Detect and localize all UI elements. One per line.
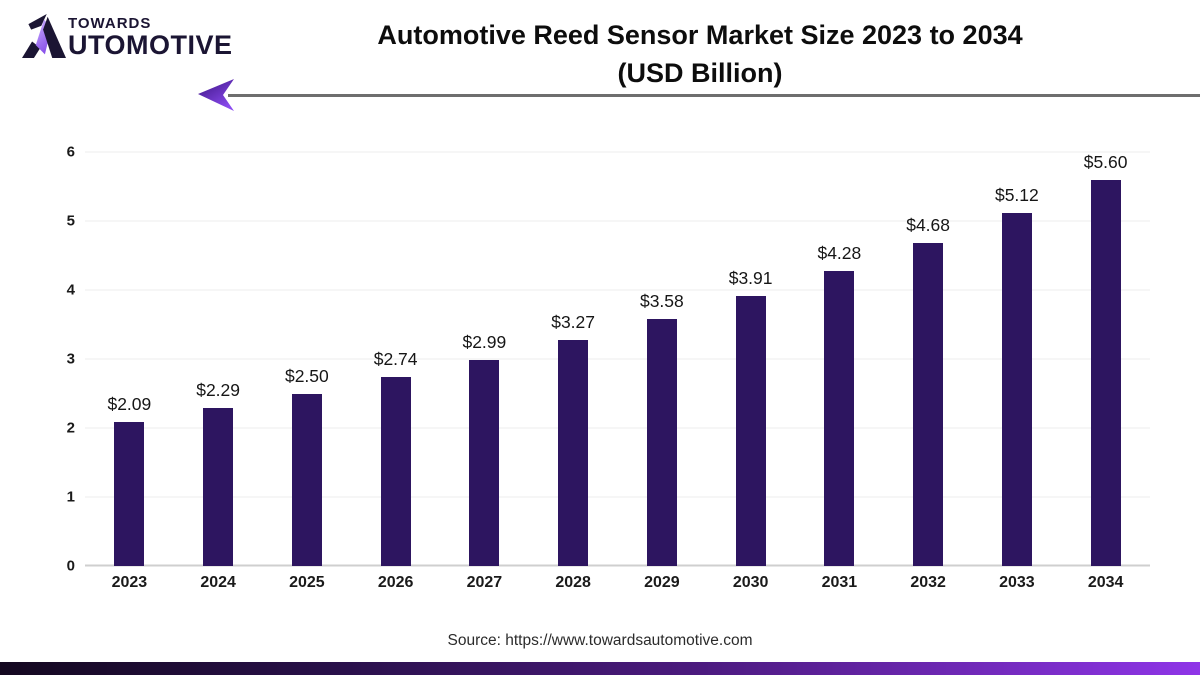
x-axis-tick-2026: 2026: [377, 574, 414, 591]
header-divider-line: [228, 94, 1200, 97]
bar-column-2029: $3.58: [618, 152, 707, 566]
bar-value-label-2028: $3.27: [551, 312, 596, 333]
bar-column-2027: $2.99: [440, 152, 529, 566]
logo-text: TOWARDS UTOMOTIVE: [68, 15, 233, 60]
left-arrow-icon: [198, 79, 234, 111]
y-axis-tick-2: 2: [66, 419, 75, 437]
y-axis-tick-6: 6: [66, 143, 75, 161]
y-axis-tick-5: 5: [66, 212, 75, 230]
bar-2033: [1001, 212, 1032, 566]
logo-text-towards: TOWARDS: [68, 15, 152, 32]
bar-column-2030: $3.91: [706, 152, 795, 566]
towards-automotive-logo: TOWARDS UTOMOTIVE: [22, 12, 233, 60]
bar-2034: [1090, 180, 1121, 566]
gridline-5: [85, 220, 1150, 222]
bar-2030: [735, 296, 766, 566]
x-axis-tick-2025: 2025: [289, 574, 325, 591]
gridline-1: [85, 496, 1150, 498]
source-caption: Source: https://www.towardsautomotive.co…: [447, 632, 753, 649]
bar-2028: [558, 340, 589, 566]
footer-gradient-bar: [0, 662, 1200, 675]
x-axis-tick-2032: 2032: [910, 574, 946, 591]
bar-value-label-2023: $2.09: [107, 393, 152, 414]
y-axis-tick-1: 1: [66, 488, 75, 506]
bar-value-label-2027: $2.99: [462, 331, 507, 352]
x-axis-tick-2031: 2031: [821, 574, 858, 591]
bar-column-2032: $4.68: [884, 152, 973, 566]
bar-value-label-2026: $2.74: [373, 348, 418, 369]
bar-2026: [380, 376, 411, 566]
bar-column-2024: $2.29: [174, 152, 263, 566]
x-axis-tick-2024: 2024: [200, 574, 236, 591]
stylized-a-logo-icon: [22, 14, 66, 58]
x-axis-tick-2033: 2033: [999, 574, 1035, 591]
y-axis-tick-3: 3: [66, 350, 75, 368]
chart-title-line1: Automotive Reed Sensor Market Size 2023 …: [377, 20, 1023, 50]
x-axis-tick-2030: 2030: [732, 574, 769, 591]
bar-2025: [291, 393, 322, 566]
gridline-6: [85, 151, 1150, 153]
chart-title: Automotive Reed Sensor Market Size 2023 …: [240, 16, 1160, 92]
plot-area: $2.09 $2.29 $2.50 $2.74 $2.99 $3.27 $3.58 $3.91…: [67, 144, 1150, 575]
bar-value-label-2024: $2.29: [196, 380, 241, 400]
bar-2032: [913, 243, 944, 566]
bar-column-2026: $2.74: [351, 152, 440, 566]
x-axis-tick-2029: 2029: [644, 574, 680, 591]
gridline-0: [85, 564, 1150, 567]
chart-title-line2: (USD Billion): [617, 58, 783, 88]
gridline-2: [85, 427, 1150, 429]
gridline-4: [85, 289, 1150, 291]
bar-value-label-2031: $4.28: [817, 242, 862, 263]
bar-column-2025: $2.50: [263, 152, 352, 566]
bar-value-label-2032: $4.68: [906, 215, 951, 236]
x-axis-tick-2034: 2034: [1087, 574, 1124, 591]
logo-text-automotive: UTOMOTIVE: [68, 30, 233, 60]
bar-2024: [203, 408, 234, 566]
bar-column-2033: $5.12: [973, 152, 1062, 566]
bar-2023: [114, 421, 145, 566]
bar-value-label-2034: $5.60: [1083, 152, 1128, 172]
bar-column-2031: $4.28: [795, 152, 884, 566]
y-axis-tick-0: 0: [66, 557, 75, 575]
x-axis-labels: 2023 2024 2025 2026 2027 2028 2029 2030 2031 2032…: [85, 574, 1150, 592]
x-axis-tick-2027: 2027: [466, 574, 503, 591]
bar-2031: [824, 270, 855, 566]
gridline-3: [85, 358, 1150, 360]
bar-2029: [646, 318, 677, 566]
bar-column-2023: $2.09: [85, 152, 174, 566]
bar-column-2034: $5.60: [1061, 152, 1150, 566]
bar-value-label-2025: $2.50: [284, 365, 329, 386]
bar-value-label-2029: $3.58: [639, 290, 684, 311]
x-axis-tick-2028: 2028: [555, 574, 591, 591]
bar-2027: [469, 359, 500, 566]
bar-value-label-2030: $3.91: [728, 268, 773, 289]
y-axis-tick-4: 4: [66, 281, 75, 299]
x-axis-tick-2023: 2023: [111, 574, 148, 591]
bar-value-label-2033: $5.12: [994, 184, 1039, 205]
bar-column-2028: $3.27: [529, 152, 618, 566]
bars-container: $2.09 $2.29 $2.50 $2.74 $2.99 $3.27 $3.58 $3.91…: [85, 152, 1150, 566]
